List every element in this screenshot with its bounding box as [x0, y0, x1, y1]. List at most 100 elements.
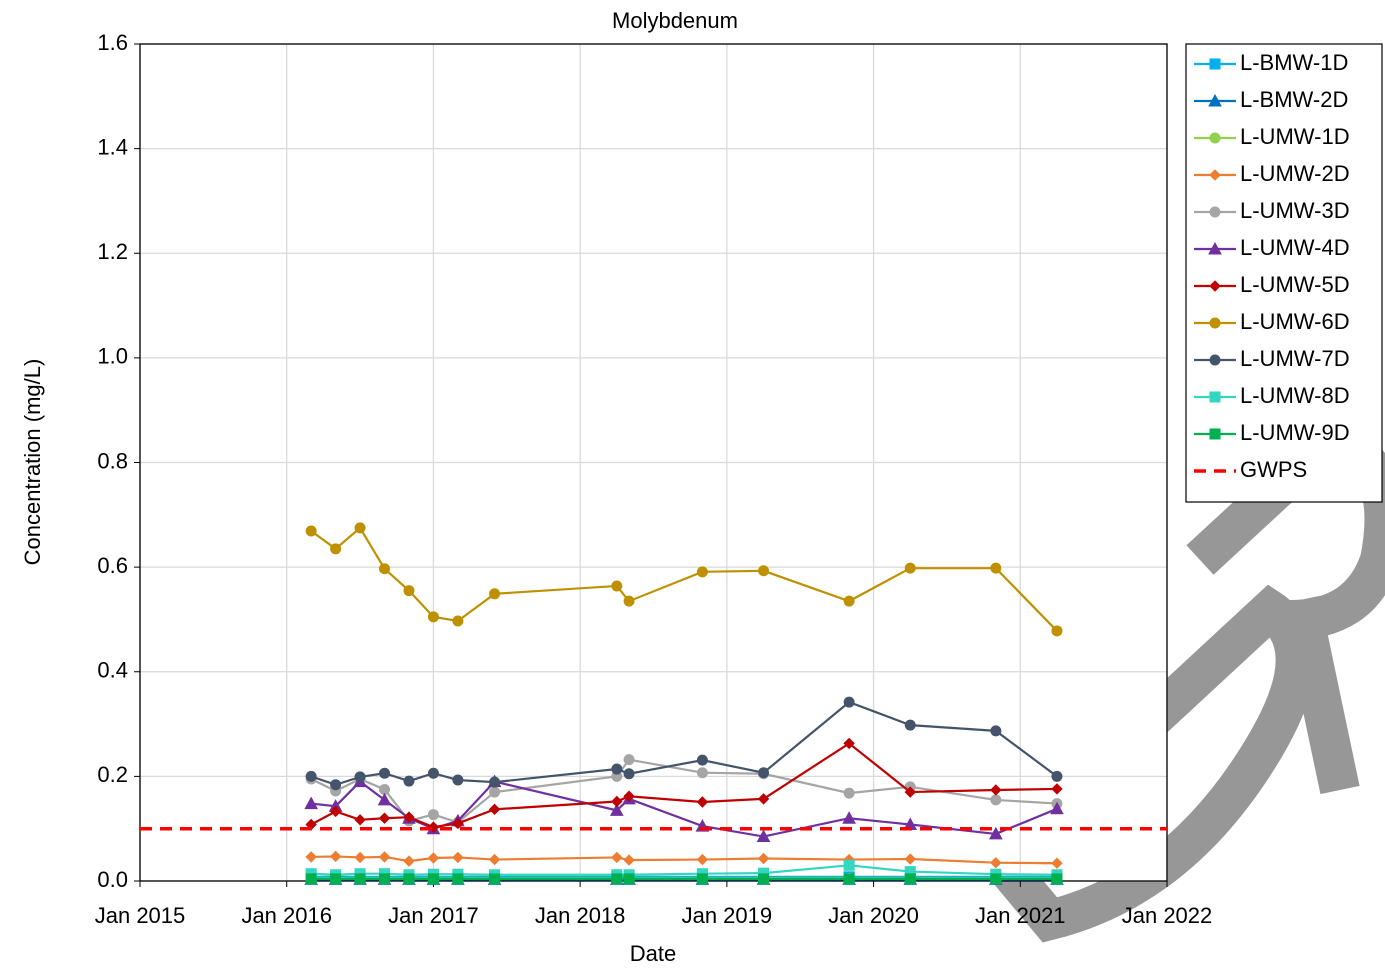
data-point	[1051, 857, 1063, 869]
data-point	[623, 595, 635, 607]
data-point	[427, 852, 440, 864]
data-point	[990, 562, 1002, 574]
data-point	[904, 719, 916, 731]
x-tick-label: Jan 2019	[682, 903, 773, 928]
data-point	[758, 873, 770, 885]
data-point	[379, 873, 391, 885]
data-point	[990, 873, 1002, 885]
series	[304, 774, 1064, 843]
data-point	[452, 873, 464, 885]
legend-marker	[1208, 93, 1222, 107]
data-point	[379, 563, 391, 575]
legend-marker	[1209, 391, 1221, 403]
legend-label: L-UMW-7D	[1240, 346, 1350, 371]
data-point	[623, 873, 635, 885]
data-point	[354, 771, 366, 783]
y-tick-label: 1.0	[97, 344, 128, 369]
legend-marker	[1209, 354, 1221, 366]
data-point	[696, 767, 708, 779]
data-point	[904, 853, 916, 865]
data-point	[904, 562, 916, 574]
data-point	[403, 873, 415, 885]
data-point	[452, 615, 464, 627]
series-line	[311, 780, 1058, 838]
data-point	[1051, 770, 1063, 782]
data-point	[330, 873, 342, 885]
legend-marker	[1209, 58, 1221, 70]
y-tick-label: 0.0	[97, 867, 128, 892]
series-line	[311, 864, 1057, 876]
data-point	[452, 851, 464, 864]
data-point	[623, 790, 635, 802]
series-line	[310, 742, 1057, 829]
data-point	[427, 767, 439, 779]
data-point	[990, 856, 1002, 869]
data-point	[403, 855, 415, 867]
data-point	[354, 873, 366, 885]
data-point	[305, 851, 317, 863]
legend-marker	[1208, 241, 1222, 255]
legend-marker	[1209, 206, 1221, 218]
y-tick-label: 1.4	[97, 134, 128, 159]
legend-label: L-UMW-6D	[1240, 309, 1350, 334]
series-line	[310, 700, 1058, 786]
series	[305, 522, 1063, 637]
data-point	[988, 826, 1003, 840]
data-point	[354, 851, 366, 864]
y-axis-label: Concentration (mg/L)	[20, 359, 45, 566]
data-point	[758, 565, 770, 577]
data-point	[756, 829, 771, 843]
y-tick-label: 0.6	[97, 553, 128, 578]
data-point	[354, 814, 366, 826]
data-point	[452, 774, 464, 786]
data-point	[305, 873, 317, 885]
x-tick-label: Jan 2020	[828, 903, 919, 928]
legend-label: L-UMW-3D	[1240, 198, 1350, 223]
data-point	[403, 811, 415, 823]
data-point	[377, 792, 392, 806]
x-tick-label: Jan 2021	[975, 903, 1066, 928]
data-point	[609, 803, 624, 816]
data-point	[330, 543, 342, 555]
data-point	[329, 805, 342, 818]
data-point	[843, 595, 855, 607]
series	[305, 873, 1063, 885]
data-point	[696, 853, 709, 866]
data-point	[611, 851, 623, 864]
y-tick-label: 1.6	[97, 30, 128, 55]
data-point	[843, 873, 855, 885]
legend-label: L-UMW-4D	[1240, 235, 1350, 260]
data-point	[757, 793, 770, 805]
series	[305, 850, 1063, 869]
data-point	[378, 812, 391, 824]
data-point	[1050, 801, 1064, 815]
legend-label: L-BMW-1D	[1240, 50, 1348, 75]
data-point	[842, 811, 856, 824]
data-point	[489, 776, 501, 788]
data-point	[330, 779, 342, 791]
series	[305, 696, 1063, 791]
data-point	[758, 767, 770, 779]
data-point	[305, 770, 317, 782]
data-point	[696, 873, 708, 885]
data-point	[611, 873, 623, 885]
legend-label: L-UMW-2D	[1240, 161, 1350, 186]
data-point	[843, 787, 855, 799]
data-point	[1051, 873, 1063, 885]
data-point	[990, 784, 1002, 796]
data-point	[489, 588, 501, 600]
y-tick-label: 0.4	[97, 658, 128, 683]
data-point	[489, 873, 501, 885]
data-point	[378, 851, 391, 863]
data-point	[843, 859, 855, 871]
data-point	[611, 795, 623, 808]
data-point	[488, 853, 501, 866]
chart-title: Molybdenum	[612, 8, 738, 33]
legend-label: L-UMW-5D	[1240, 272, 1350, 297]
x-tick-label: Jan 2016	[241, 903, 332, 928]
data-point	[623, 754, 635, 766]
data-point	[403, 775, 415, 787]
data-point	[611, 580, 623, 592]
series-line	[310, 758, 1058, 824]
